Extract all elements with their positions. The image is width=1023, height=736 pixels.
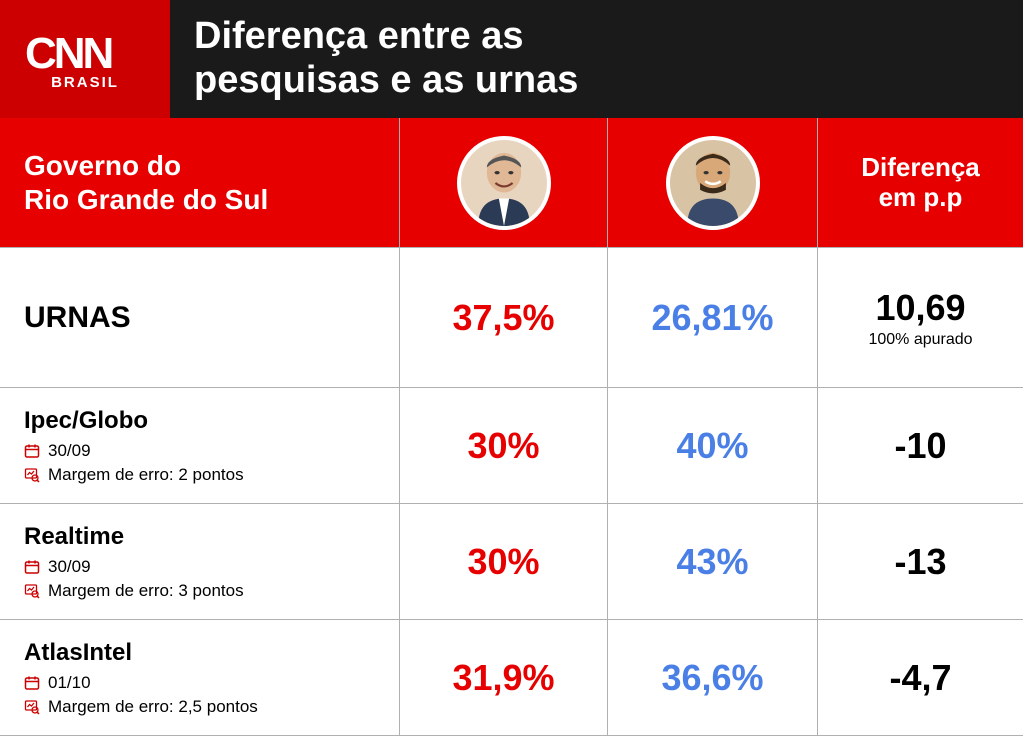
row-poll-2-c1: 30%	[400, 504, 608, 620]
cnn-brasil-logo: CNN BRASIL	[0, 0, 170, 118]
chart-search-icon	[24, 467, 40, 483]
row-urnas-diff: 10,69 100% apurado	[818, 248, 1023, 388]
chart-search-icon	[24, 699, 40, 715]
row-poll-2-label: Realtime 30/09 Margem de erro: 3 pontos	[0, 504, 400, 620]
row-poll-1-c2: 40%	[608, 388, 818, 504]
calendar-icon	[24, 675, 40, 691]
row-poll-2-diff: -13	[818, 504, 1023, 620]
top-bar: CNN BRASIL Diferença entre as pesquisas …	[0, 0, 1023, 118]
row-poll-1-label: Ipec/Globo 30/09 Margem de erro: 2 ponto…	[0, 388, 400, 504]
row-poll-3-label: AtlasIntel 01/10 Margem de erro: 2,5 pon…	[0, 620, 400, 736]
calendar-icon	[24, 559, 40, 575]
row-poll-1-diff: -10	[818, 388, 1023, 504]
row-urnas-c2: 26,81%	[608, 248, 818, 388]
cnn-logo-icon: CNN	[25, 28, 145, 78]
calendar-icon	[24, 443, 40, 459]
candidate-1-avatar	[457, 136, 551, 230]
comparison-table: Governo do Rio Grande do Sul	[0, 118, 1023, 736]
svg-text:CNN: CNN	[25, 29, 112, 78]
brand-sub: BRASIL	[51, 74, 119, 91]
row-urnas-label: URNAS	[0, 248, 400, 388]
row-poll-3-diff: -4,7	[818, 620, 1023, 736]
header-diff: Diferença em p.p	[818, 118, 1023, 248]
row-poll-3-c2: 36,6%	[608, 620, 818, 736]
candidate-2-avatar	[666, 136, 760, 230]
row-poll-3-c1: 31,9%	[400, 620, 608, 736]
chart-search-icon	[24, 583, 40, 599]
row-urnas-c1: 37,5%	[400, 248, 608, 388]
person-icon	[461, 140, 547, 226]
person-icon	[670, 140, 756, 226]
row-poll-1-c1: 30%	[400, 388, 608, 504]
row-poll-2-c2: 43%	[608, 504, 818, 620]
header-region: Governo do Rio Grande do Sul	[0, 118, 400, 248]
page-title: Diferença entre as pesquisas e as urnas	[170, 15, 578, 102]
header-candidate-2	[608, 118, 818, 248]
header-candidate-1	[400, 118, 608, 248]
